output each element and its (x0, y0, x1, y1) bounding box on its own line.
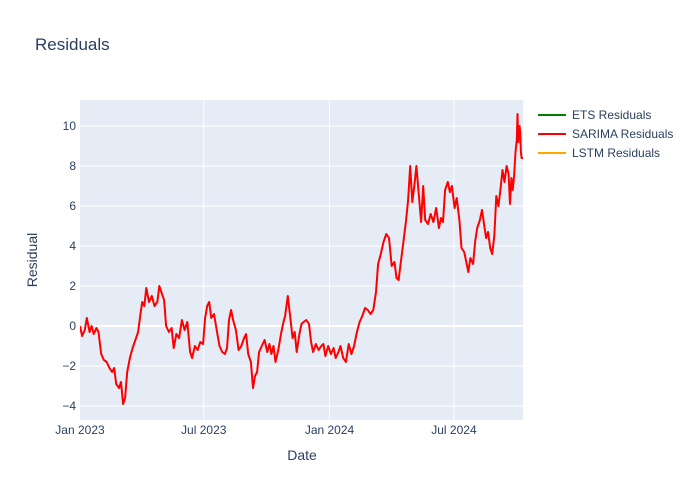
legend-item-lstm-residuals[interactable]: LSTM Residuals (572, 146, 660, 160)
legend[interactable]: ETS Residuals SARIMA Residuals LSTM Residu… (538, 108, 673, 160)
chart-title: Residuals (35, 35, 110, 54)
y-tick-label: 10 (63, 119, 77, 133)
sarima-residuals-line (80, 113, 523, 405)
x-tick-label: Jan 2024 (305, 423, 355, 437)
y-tick-label: 6 (69, 199, 76, 213)
x-tick-label: Jan 2023 (55, 423, 105, 437)
legend-item-ets-residuals[interactable]: ETS Residuals (572, 108, 651, 122)
x-axis-ticks: Jan 2023 Jul 2023 Jan 2024 Jul 2024 (55, 423, 477, 437)
series-layer (80, 113, 523, 405)
x-tick-label: Jul 2024 (431, 423, 477, 437)
y-tick-label: 4 (69, 239, 76, 253)
y-tick-label: −2 (62, 359, 76, 373)
y-tick-label: −4 (62, 399, 76, 413)
x-axis-title: Date (287, 447, 317, 463)
x-tick-label: Jul 2023 (181, 423, 227, 437)
y-tick-label: 2 (69, 279, 76, 293)
legend-item-sarima-residuals[interactable]: SARIMA Residuals (572, 127, 673, 141)
plot-area (80, 100, 523, 420)
y-axis-ticks: −4 −2 0 2 4 6 8 10 (62, 119, 76, 413)
y-axis-title: Residual (24, 233, 40, 287)
y-tick-label: 8 (69, 159, 76, 173)
y-tick-label: 0 (69, 319, 76, 333)
